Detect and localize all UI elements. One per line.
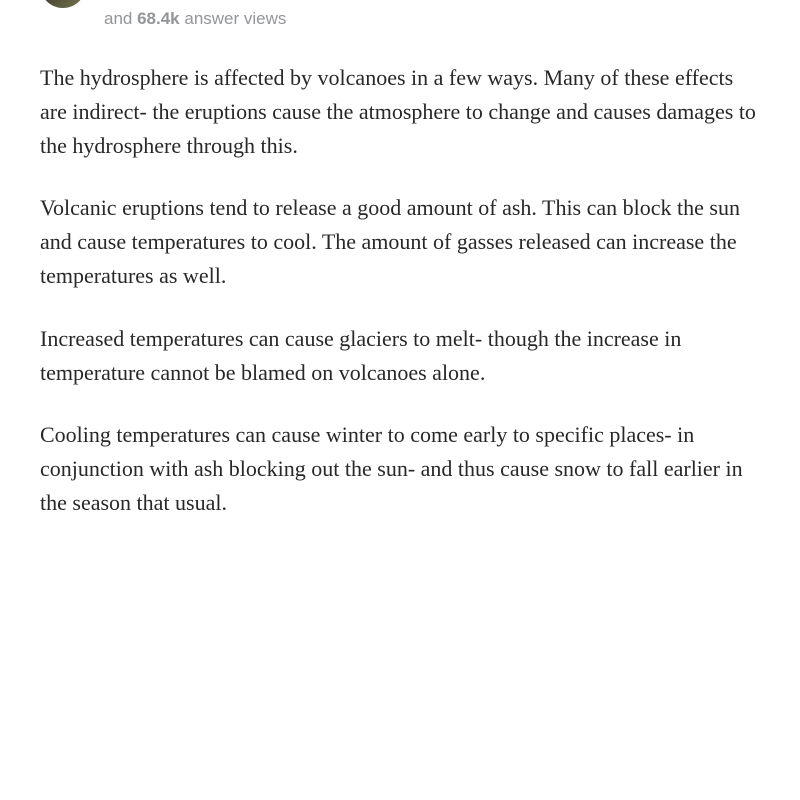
- meta-and: and: [104, 9, 137, 28]
- meta-date[interactable]: Mar 14 2017: [184, 0, 279, 2]
- author-avatar[interactable]: [40, 0, 86, 8]
- meta-answered-prefix: Answered: [104, 0, 184, 2]
- paragraph-2: Volcanic eruptions tend to release a goo…: [40, 191, 760, 293]
- meta-answer-count: 193: [381, 0, 409, 2]
- paragraph-4: Cooling temperatures can cause winter to…: [40, 418, 760, 520]
- answer-header: Answered Mar 14 2017 · Author has 193 an…: [0, 0, 800, 31]
- meta-author-has: Author has: [294, 0, 381, 2]
- answer-body: The hydrosphere is affected by volcanoes…: [0, 31, 800, 520]
- answer-meta: Answered Mar 14 2017 · Author has 193 an…: [104, 0, 477, 31]
- paragraph-3: Increased temperatures can cause glacier…: [40, 322, 760, 390]
- meta-views-suffix: answer views: [180, 9, 287, 28]
- meta-answers-word: answers: [409, 0, 477, 2]
- meta-views-count: 68.4k: [137, 9, 180, 28]
- meta-separator: ·: [280, 0, 294, 2]
- paragraph-1: The hydrosphere is affected by volcanoes…: [40, 61, 760, 163]
